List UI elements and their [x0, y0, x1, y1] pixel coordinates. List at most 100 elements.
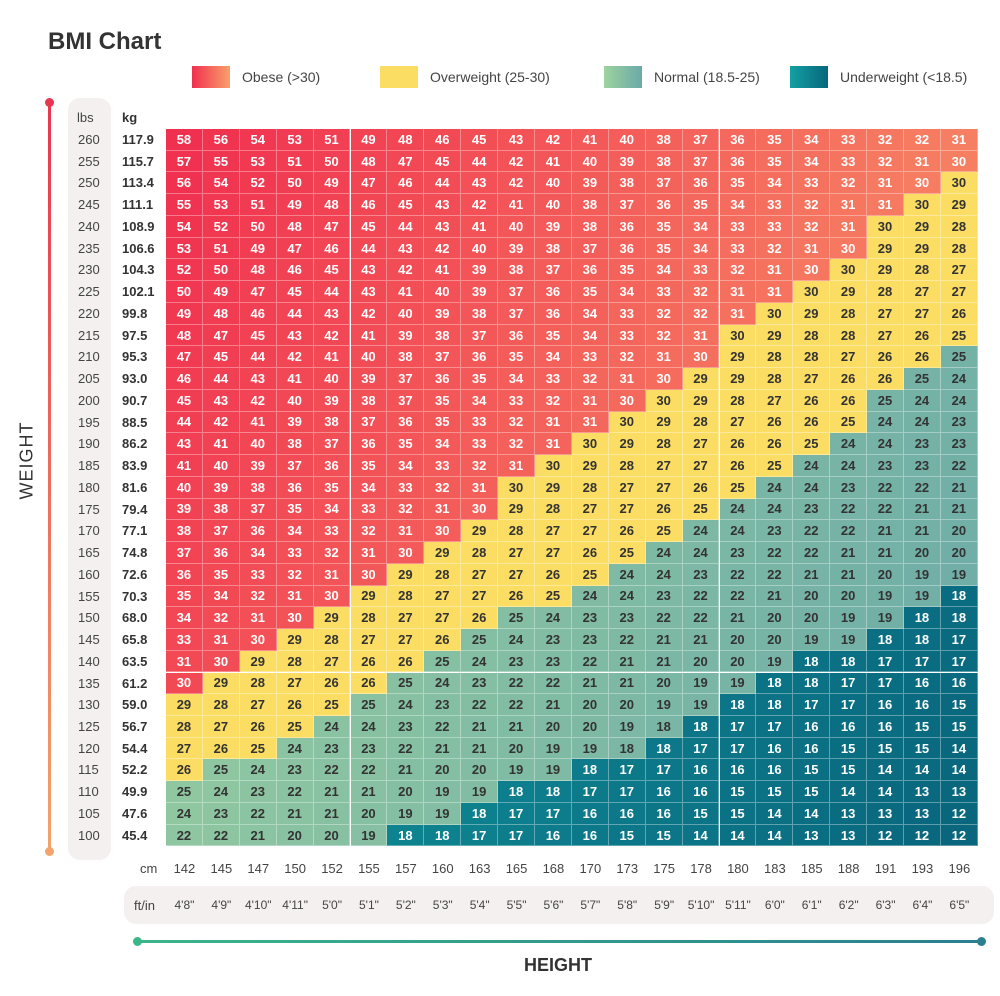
bmi-cell: 40: [608, 129, 646, 151]
bmi-cell: 30: [313, 585, 351, 608]
bmi-cell: 24: [904, 411, 941, 434]
bmi-cell: 40: [535, 172, 572, 195]
bmi-cell: 23: [276, 759, 314, 782]
lbs-tick-label: 255: [78, 153, 100, 169]
bmi-cell: 22: [904, 476, 941, 499]
bmi-cell: 43: [350, 281, 388, 303]
bmi-cell: 22: [424, 715, 462, 738]
bmi-cell: 58: [166, 129, 203, 151]
bmi-cell: 30: [202, 650, 240, 673]
bmi-cell: 29: [867, 259, 904, 282]
bmi-cell: 39: [313, 389, 351, 412]
bmi-cell: 17: [461, 824, 499, 847]
bmi-cell: 29: [867, 237, 904, 260]
bmi-cell: 37: [387, 368, 425, 390]
kg-tick-label: 74.8: [122, 545, 148, 561]
bmi-cell: 32: [571, 368, 609, 390]
bmi-cell: 44: [166, 411, 203, 434]
bmi-cell: 36: [387, 411, 425, 434]
bmi-cell: 14: [756, 824, 794, 847]
bmi-cell: 32: [350, 520, 388, 543]
bmi-cell: 31: [202, 629, 240, 651]
chart-title: BMI Chart: [48, 28, 162, 55]
bmi-cell: 20: [940, 542, 978, 564]
bmi-cell: 15: [904, 737, 941, 760]
bmi-cell: 19: [904, 585, 941, 608]
bmi-cell: 40: [276, 389, 314, 412]
bmi-cell: 54: [202, 172, 240, 195]
bmi-cell: 48: [350, 150, 388, 173]
bmi-cell: 16: [793, 737, 831, 760]
bmi-cell: 19: [830, 607, 868, 629]
bmi-cell: 26: [424, 629, 462, 651]
bmi-cell: 28: [940, 237, 978, 260]
legend-swatch: [790, 66, 828, 88]
bmi-cell: 36: [682, 172, 720, 195]
bmi-cell: 27: [239, 694, 277, 716]
legend-item: Overweight (25-30): [380, 66, 550, 88]
bmi-cell: 17: [498, 824, 535, 847]
bmi-cell: 39: [608, 150, 646, 173]
bmi-cell: 31: [867, 194, 904, 216]
bmi-cell: 35: [424, 411, 462, 434]
bmi-cell: 35: [498, 346, 535, 369]
cm-tick-label: 152: [321, 861, 343, 876]
bmi-cell: 41: [313, 346, 351, 369]
bmi-cell: 18: [904, 607, 941, 629]
bmi-cell: 50: [166, 281, 203, 303]
bmi-cell: 35: [313, 476, 351, 499]
bmi-cell: 23: [940, 433, 978, 456]
bmi-cell: 24: [387, 694, 425, 716]
bmi-cell: 53: [276, 129, 314, 151]
bmi-cell: 30: [535, 455, 572, 477]
bmi-cell: 46: [313, 237, 351, 260]
bmi-cell: 26: [645, 498, 683, 521]
bmi-cell: 28: [350, 607, 388, 629]
bmi-cell: 22: [830, 498, 868, 521]
lbs-tick-label: 170: [78, 523, 100, 539]
bmi-cell: 41: [424, 259, 462, 282]
legend-label: Normal (18.5-25): [654, 69, 760, 85]
bmi-cell: 42: [461, 194, 499, 216]
bmi-cell: 29: [645, 411, 683, 434]
bmi-cell: 29: [387, 563, 425, 586]
kg-tick-label: 88.5: [122, 414, 148, 430]
bmi-cell: 18: [940, 607, 978, 629]
bmi-cell: 32: [793, 194, 831, 216]
bmi-cell: 26: [276, 694, 314, 716]
bmi-cell: 47: [387, 150, 425, 173]
bmi-cell: 23: [940, 411, 978, 434]
bmi-cell: 42: [498, 172, 535, 195]
ftin-tick-label: 4'8": [174, 898, 195, 912]
bmi-cell: 20: [940, 520, 978, 543]
bmi-cell: 39: [571, 172, 609, 195]
bmi-cell: 27: [904, 302, 941, 325]
bmi-cell: 45: [166, 389, 203, 412]
bmi-cell: 22: [313, 759, 351, 782]
bmi-cell: 28: [682, 411, 720, 434]
bmi-cell: 43: [313, 302, 351, 325]
bmi-cell: 44: [424, 172, 462, 195]
ftin-row-band: [124, 886, 994, 924]
ftin-tick-label: 5'2": [395, 898, 416, 912]
bmi-cell: 37: [682, 150, 720, 173]
bmi-cell: 29: [424, 542, 462, 564]
bmi-cell: 21: [719, 607, 757, 629]
bmi-cell: 30: [424, 520, 462, 543]
lbs-tick-label: 235: [78, 240, 100, 256]
ftin-tick-label: 5'6": [543, 898, 564, 912]
bmi-cell: 44: [202, 368, 240, 390]
bmi-cell: 16: [571, 802, 609, 825]
bmi-cell: 27: [166, 737, 203, 760]
bmi-cell: 17: [793, 694, 831, 716]
weight-axis-label: WEIGHT: [16, 421, 37, 500]
bmi-cell: 30: [793, 281, 831, 303]
bmi-cell: 41: [535, 150, 572, 173]
cm-tick-label: 173: [616, 861, 639, 876]
bmi-cell: 18: [682, 715, 720, 738]
bmi-cell: 27: [424, 607, 462, 629]
bmi-cell: 37: [313, 433, 351, 456]
bmi-cell: 32: [535, 389, 572, 412]
bmi-cell: 27: [608, 476, 646, 499]
cm-tick-label: 155: [358, 861, 380, 876]
